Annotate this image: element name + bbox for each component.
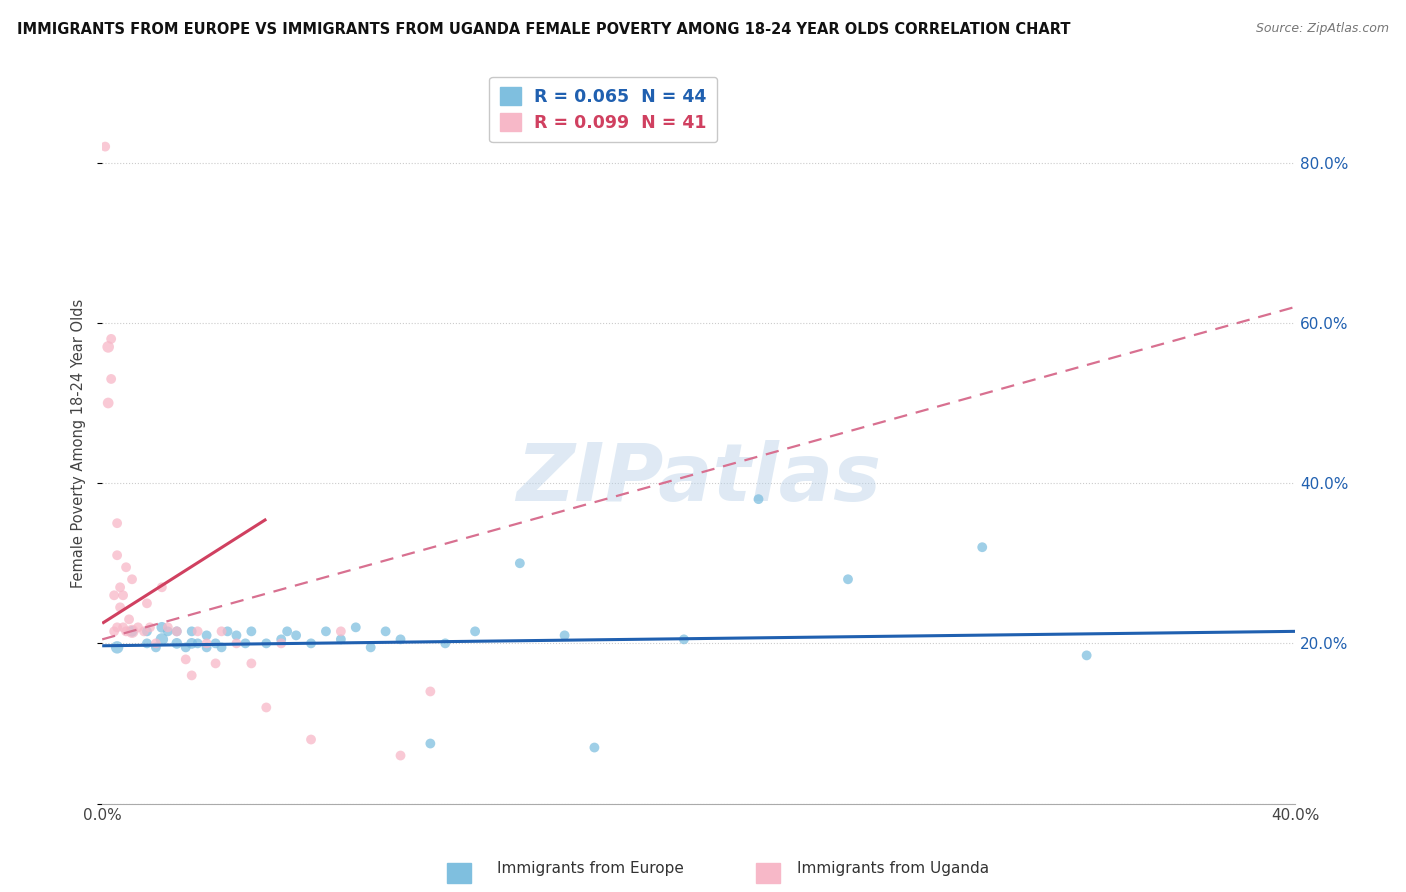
- Point: [972, 540, 994, 554]
- Point: [150, 580, 173, 594]
- Point: [204, 636, 226, 650]
- Point: [136, 624, 159, 639]
- Point: [118, 612, 141, 626]
- Point: [139, 620, 162, 634]
- Point: [217, 624, 239, 639]
- Point: [299, 636, 322, 650]
- Point: [166, 624, 188, 639]
- Point: [344, 620, 367, 634]
- Point: [145, 636, 167, 650]
- Point: [195, 636, 218, 650]
- Point: [235, 636, 257, 650]
- Point: [105, 516, 128, 531]
- Point: [103, 624, 125, 639]
- Point: [554, 628, 576, 642]
- Point: [150, 620, 173, 634]
- Point: [127, 620, 149, 634]
- Point: [94, 139, 117, 153]
- Point: [225, 636, 247, 650]
- Point: [360, 640, 382, 655]
- Point: [121, 624, 143, 639]
- Point: [180, 636, 202, 650]
- Point: [419, 737, 441, 751]
- Point: [108, 580, 131, 594]
- Point: [166, 624, 188, 639]
- Text: Immigrants from Europe: Immigrants from Europe: [498, 861, 683, 876]
- Point: [180, 668, 202, 682]
- Point: [389, 748, 412, 763]
- Point: [166, 636, 188, 650]
- Point: [115, 560, 138, 574]
- Point: [105, 548, 128, 562]
- Point: [100, 372, 122, 386]
- Point: [225, 628, 247, 642]
- Point: [136, 596, 159, 610]
- Point: [389, 632, 412, 647]
- Point: [105, 620, 128, 634]
- Point: [121, 572, 143, 586]
- Point: [97, 340, 120, 354]
- Point: [299, 732, 322, 747]
- Legend: R = 0.065  N = 44, R = 0.099  N = 41: R = 0.065 N = 44, R = 0.099 N = 41: [489, 77, 717, 142]
- Point: [276, 624, 298, 639]
- Point: [211, 640, 233, 655]
- Point: [270, 636, 292, 650]
- Point: [240, 657, 263, 671]
- Point: [105, 640, 128, 655]
- Point: [121, 624, 143, 639]
- Point: [747, 492, 769, 507]
- Point: [156, 624, 179, 639]
- Point: [240, 624, 263, 639]
- Text: Source: ZipAtlas.com: Source: ZipAtlas.com: [1256, 22, 1389, 36]
- Point: [270, 632, 292, 647]
- Point: [187, 636, 209, 650]
- Point: [419, 684, 441, 698]
- Point: [180, 624, 202, 639]
- Point: [136, 636, 159, 650]
- Point: [156, 620, 179, 634]
- Point: [174, 640, 197, 655]
- Point: [204, 657, 226, 671]
- Point: [509, 556, 531, 570]
- Point: [145, 640, 167, 655]
- Point: [315, 624, 337, 639]
- Point: [211, 624, 233, 639]
- Text: Immigrants from Uganda: Immigrants from Uganda: [797, 861, 988, 876]
- Point: [329, 632, 352, 647]
- Point: [329, 624, 352, 639]
- Point: [187, 624, 209, 639]
- Text: IMMIGRANTS FROM EUROPE VS IMMIGRANTS FROM UGANDA FEMALE POVERTY AMONG 18-24 YEAR: IMMIGRANTS FROM EUROPE VS IMMIGRANTS FRO…: [17, 22, 1070, 37]
- Point: [195, 628, 218, 642]
- Point: [254, 700, 277, 714]
- Point: [583, 740, 606, 755]
- Point: [672, 632, 695, 647]
- Point: [434, 636, 457, 650]
- Point: [254, 636, 277, 650]
- Point: [1076, 648, 1098, 663]
- Point: [112, 588, 135, 602]
- Point: [285, 628, 308, 642]
- Point: [132, 624, 155, 639]
- Point: [97, 396, 120, 410]
- Point: [174, 652, 197, 666]
- Point: [374, 624, 396, 639]
- Point: [112, 620, 135, 634]
- Point: [464, 624, 486, 639]
- Point: [103, 588, 125, 602]
- Point: [100, 332, 122, 346]
- Point: [108, 600, 131, 615]
- Point: [150, 632, 173, 647]
- Point: [195, 640, 218, 655]
- Point: [837, 572, 859, 586]
- Y-axis label: Female Poverty Among 18-24 Year Olds: Female Poverty Among 18-24 Year Olds: [72, 299, 86, 588]
- Point: [115, 624, 138, 639]
- Text: ZIPatlas: ZIPatlas: [516, 440, 882, 518]
